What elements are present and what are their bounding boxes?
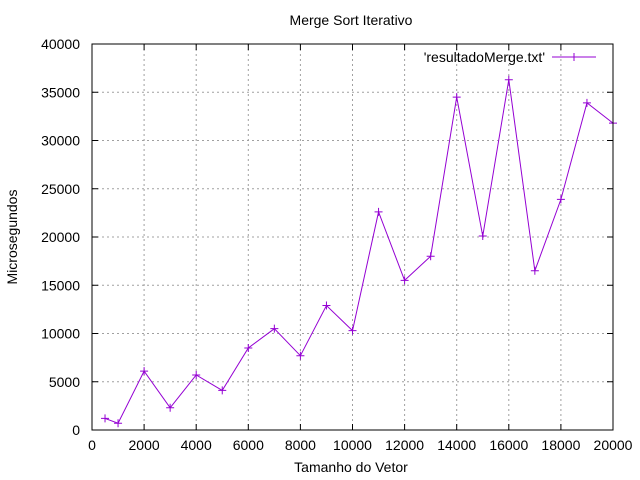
data-point <box>348 326 357 335</box>
data-point <box>218 386 227 395</box>
data-point <box>400 276 409 285</box>
y-tick-label: 30000 <box>41 133 80 149</box>
data-point <box>504 75 513 84</box>
x-tick-labels: 0 2000 4000 6000 8000 10000 12000 14000 16000 180… <box>88 437 633 453</box>
y-tick-label: 0 <box>72 422 80 438</box>
series-layer <box>101 75 617 428</box>
x-tick-label: 2000 <box>129 437 160 453</box>
data-point <box>452 93 461 102</box>
y-tick-label: 15000 <box>41 277 80 293</box>
plot-frame <box>91 43 614 431</box>
y-tick-labels: 0 5000 10000 15000 20000 25000 30000 35000 40000 <box>41 36 80 438</box>
x-tick-label: 6000 <box>233 437 264 453</box>
x-tick-label: 10000 <box>333 437 372 453</box>
data-point <box>114 419 123 428</box>
y-tick-label: 10000 <box>41 326 80 342</box>
data-point <box>244 343 253 352</box>
legend: 'resultadoMerge.txt' <box>424 49 596 65</box>
legend-entry-label: 'resultadoMerge.txt' <box>424 49 545 65</box>
y-tick-label: 20000 <box>41 229 80 245</box>
x-tick-label: 14000 <box>437 437 476 453</box>
x-tick-label: 0 <box>88 437 96 453</box>
data-point <box>322 301 331 310</box>
data-point <box>374 207 383 216</box>
data-point <box>478 232 487 241</box>
y-axis-label: Microsegundos <box>4 190 20 285</box>
x-tick-label: 18000 <box>541 437 580 453</box>
legend-marker <box>570 53 578 61</box>
data-point <box>166 403 175 412</box>
y-tick-label: 35000 <box>41 84 80 100</box>
x-tick-label: 4000 <box>181 437 212 453</box>
series-line <box>104 79 614 424</box>
data-point <box>556 195 565 204</box>
chart-title: Merge Sort Iterativo <box>290 12 413 28</box>
grid-lines <box>92 44 613 430</box>
x-tick-label: 20000 <box>594 437 633 453</box>
x-tick-label: 8000 <box>285 437 316 453</box>
data-point <box>582 98 591 107</box>
data-point <box>140 367 149 376</box>
x-axis-label: Tamanho do Vetor <box>294 459 408 475</box>
data-point <box>101 414 110 423</box>
data-point <box>270 324 279 333</box>
y-tick-label: 25000 <box>41 181 80 197</box>
y-tick-label: 5000 <box>49 374 80 390</box>
data-point <box>192 370 201 379</box>
y-tick-label: 40000 <box>41 36 80 52</box>
data-point <box>296 351 305 360</box>
data-point <box>426 252 435 261</box>
x-tick-label: 16000 <box>489 437 528 453</box>
data-point <box>530 266 539 275</box>
x-tick-label: 12000 <box>385 437 424 453</box>
